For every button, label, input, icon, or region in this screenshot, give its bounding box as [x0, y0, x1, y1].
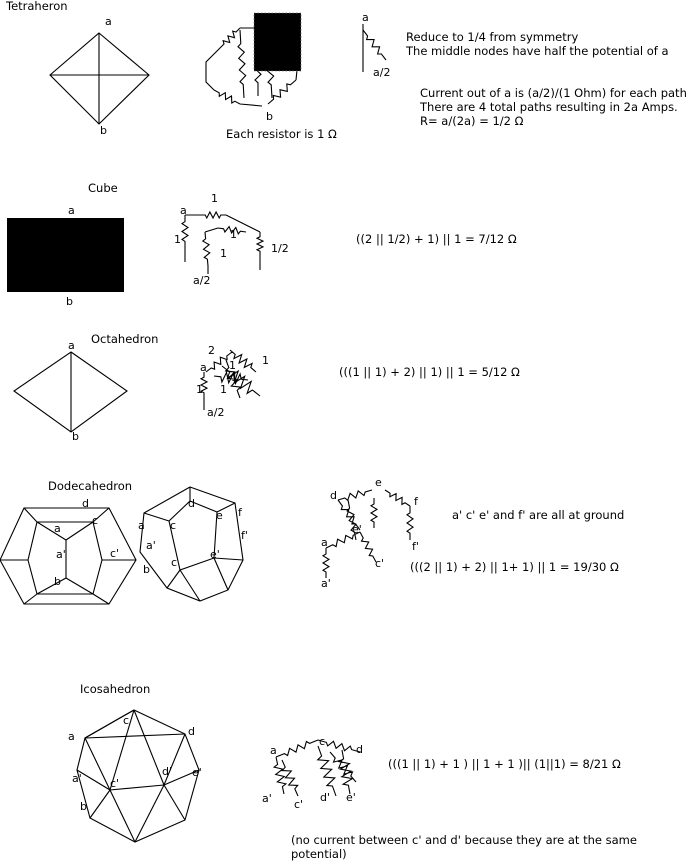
cube-label-b: b	[66, 295, 73, 308]
cube-net-1-low: 1	[220, 247, 227, 260]
tetrahedron-label-b: b	[100, 124, 107, 137]
oct-net-a: a	[200, 361, 207, 374]
tetrahedron-network	[205, 12, 302, 107]
dodecahedron-perspective-shape	[139, 486, 244, 602]
tetra-note-2: The middle nodes have half the potential…	[406, 44, 669, 58]
dodeca-flat-a-prime: a'	[56, 548, 66, 561]
dodeca-net-e-prime: e'	[352, 523, 362, 536]
ico-net-a-prime: a'	[262, 792, 272, 805]
ico-formula: (((1 || 1) + 1 ) || 1 + 1 )|| (1||1) = 8…	[388, 757, 621, 771]
cube-title: Cube	[88, 181, 118, 195]
dodeca-ground-note: a' c' e' and f' are all at ground	[452, 508, 625, 522]
dodeca-net-a: a	[321, 536, 328, 549]
oct-net-1-a: 1	[229, 359, 236, 372]
dodeca-net-f: f	[414, 495, 418, 508]
dodeca-net-e: e	[375, 476, 382, 489]
dodeca-flat-c-prime: c'	[110, 547, 120, 560]
oct-net-1-right: 1	[262, 354, 269, 367]
ico-net-e-prime: e'	[346, 791, 356, 804]
oct-net-2: 2	[208, 344, 215, 357]
tetra-reduced-label-a: a	[362, 11, 369, 24]
ico-label-c-prime: c'	[110, 777, 120, 790]
cube-net-1-left: 1	[174, 233, 181, 246]
dodeca-persp-f-prime: f'	[241, 529, 248, 542]
dodeca-flat-d: d	[82, 497, 89, 510]
tetra-note-1: Reduce to 1/4 from symmetry	[406, 30, 579, 44]
ico-net-a: a	[270, 744, 277, 757]
ico-label-a-prime: a'	[72, 772, 82, 785]
ico-label-c: c	[123, 714, 130, 727]
octahedron-title: Octahedron	[91, 332, 159, 346]
ico-note-line2: potential)	[291, 847, 347, 861]
ico-label-d: d	[188, 725, 195, 738]
tetra-reduced-label-half: a/2	[373, 66, 391, 79]
tetra-note-4: There are 4 total paths resulting in 2a …	[420, 100, 678, 114]
ico-label-e-prime: e'	[192, 766, 202, 779]
tetra-note-5: R= a/(2a) = 1/2 Ω	[420, 114, 524, 128]
dodeca-persp-a: a	[138, 519, 145, 532]
octahedron-shape	[13, 351, 128, 433]
dodeca-persp-c-low: c	[171, 556, 178, 569]
tetra-resistor-caption: Each resistor is 1 Ω	[226, 127, 337, 141]
icosahedron-title: Icosahedron	[80, 682, 151, 696]
ico-label-b: b	[80, 800, 87, 813]
dodeca-flat-c: c	[92, 514, 99, 527]
dodeca-net-f-prime: f'	[412, 540, 419, 553]
icosahedron-shape	[76, 709, 200, 843]
dodeca-flat-b: b	[54, 575, 61, 588]
octahedron-network	[199, 349, 261, 410]
cube-shape	[7, 218, 124, 292]
cube-net-label-a: a	[180, 204, 187, 217]
cube-net-1-top: 1	[211, 192, 218, 205]
tetrahedron-shape	[49, 32, 150, 125]
ico-label-a: a	[68, 730, 75, 743]
dodeca-persp-e: e	[216, 509, 223, 522]
ico-net-d-prime: d'	[320, 791, 331, 804]
octahedron-label-a: a	[68, 339, 75, 352]
oct-net-1-c: 1	[220, 383, 227, 396]
oct-net-1-b: 1	[196, 383, 203, 396]
dodecahedron-network	[321, 489, 414, 578]
dodeca-net-d: d	[330, 489, 337, 502]
dodeca-persp-e-prime: e'	[210, 548, 220, 561]
tetrahedron-title: Tetraheron	[6, 0, 68, 13]
dodecahedron-flat-shape	[0, 507, 137, 605]
icosahedron-network	[272, 739, 361, 797]
dodeca-persp-a-prime: a'	[146, 539, 156, 552]
ico-net-c: c	[319, 735, 326, 748]
tetrahedron-reduced-network	[362, 24, 387, 72]
tetra-note-3: Current out of a is (a/2)/(1 Ohm) for ea…	[420, 86, 687, 100]
ico-net-d: d	[356, 743, 363, 756]
cube-network	[180, 210, 265, 274]
dodeca-persp-c: c	[170, 519, 177, 532]
tetra-net-label-a: a	[270, 13, 277, 26]
dodeca-flat-a: a	[54, 522, 61, 535]
oct-net-1-d: 1	[231, 371, 238, 384]
dodeca-persp-d: d	[188, 497, 195, 510]
cube-formula: ((2 || 1/2) + 1) || 1 = 7/12 Ω	[356, 232, 517, 246]
cube-net-a-half: a/2	[193, 274, 211, 287]
tetra-net-label-b: b	[266, 110, 273, 123]
dodeca-net-c-prime: c'	[375, 557, 385, 570]
dodeca-net-a-prime: a'	[321, 577, 331, 590]
dodeca-persp-f: f	[238, 506, 242, 519]
ico-label-d-prime: d'	[162, 765, 173, 778]
ico-net-c-prime: c'	[294, 798, 304, 811]
cube-net-1-mid: 1	[230, 228, 237, 241]
dodeca-persp-b: b	[143, 563, 150, 576]
ico-note-line1: (no current between c' and d' because th…	[291, 833, 637, 847]
dodeca-formula: (((2 || 1) + 2) || 1+ 1) || 1 = 19/30 Ω	[410, 560, 619, 574]
tetrahedron-label-a: a	[105, 15, 112, 28]
octahedron-formula: (((1 || 1) + 2) || 1) || 1 = 5/12 Ω	[339, 365, 520, 379]
dodecahedron-title: Dodecahedron	[48, 479, 133, 493]
cube-net-half: 1/2	[271, 242, 289, 255]
oct-net-a-half: a/2	[207, 406, 225, 419]
octahedron-label-b: b	[72, 430, 79, 443]
cube-label-a: a	[68, 204, 75, 217]
